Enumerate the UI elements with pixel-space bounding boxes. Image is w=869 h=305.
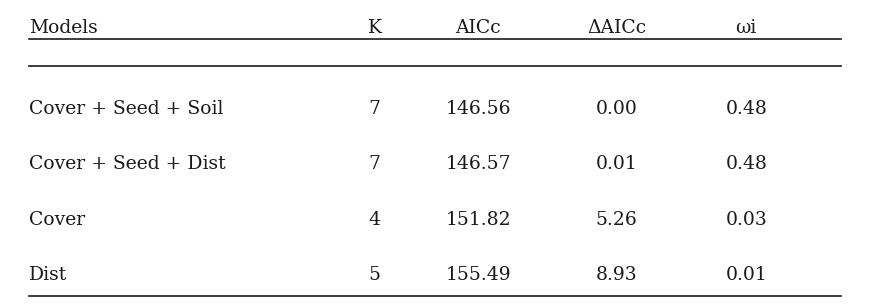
- Text: 151.82: 151.82: [445, 211, 510, 229]
- Text: 146.57: 146.57: [445, 156, 510, 174]
- Text: Dist: Dist: [29, 266, 67, 284]
- Text: 0.48: 0.48: [725, 156, 766, 174]
- Text: 0.01: 0.01: [725, 266, 766, 284]
- Text: Cover: Cover: [29, 211, 85, 229]
- Text: 5.26: 5.26: [595, 211, 637, 229]
- Text: ΔAICc: ΔAICc: [587, 19, 646, 37]
- Text: 5: 5: [368, 266, 380, 284]
- Text: 0.03: 0.03: [725, 211, 766, 229]
- Text: K: K: [367, 19, 381, 37]
- Text: 7: 7: [368, 156, 380, 174]
- Text: 0.00: 0.00: [595, 100, 637, 118]
- Text: 146.56: 146.56: [445, 100, 510, 118]
- Text: 7: 7: [368, 100, 380, 118]
- Text: Cover + Seed + Soil: Cover + Seed + Soil: [29, 100, 222, 118]
- Text: 8.93: 8.93: [595, 266, 637, 284]
- Text: Cover + Seed + Dist: Cover + Seed + Dist: [29, 156, 225, 174]
- Text: AICc: AICc: [454, 19, 501, 37]
- Text: 0.48: 0.48: [725, 100, 766, 118]
- Text: 0.01: 0.01: [595, 156, 637, 174]
- Text: ωi: ωi: [734, 19, 756, 37]
- Text: Models: Models: [29, 19, 97, 37]
- Text: 4: 4: [368, 211, 380, 229]
- Text: 155.49: 155.49: [445, 266, 510, 284]
